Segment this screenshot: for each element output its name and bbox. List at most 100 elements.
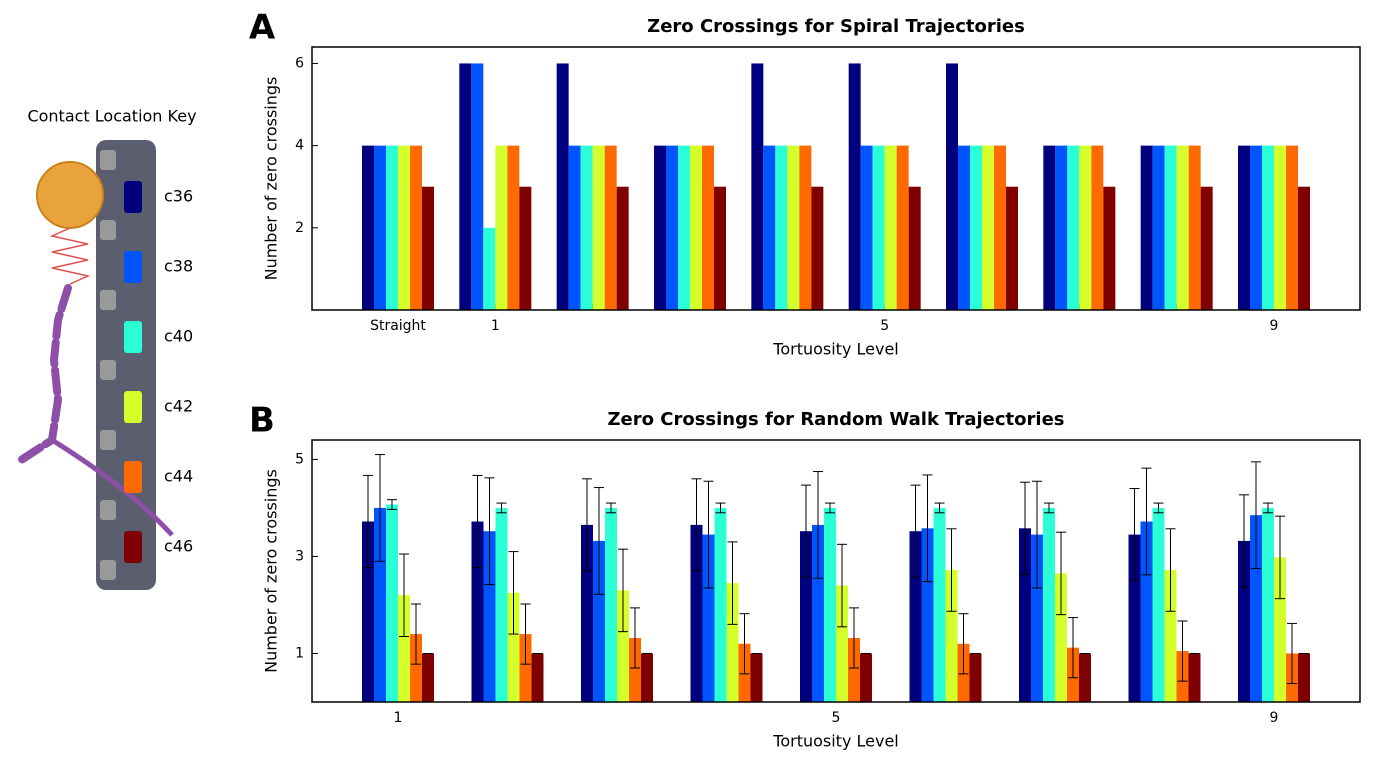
bar: [593, 146, 605, 310]
bar: [422, 187, 434, 310]
bar: [569, 146, 581, 310]
bar: [1262, 146, 1274, 310]
bar: [1067, 146, 1079, 310]
bar: [1274, 146, 1286, 310]
y-tick-label: 3: [295, 548, 304, 564]
x-tick-label: Straight: [370, 318, 426, 334]
x-axis-label: Tortuosity Level: [772, 340, 898, 359]
bar: [1141, 146, 1153, 310]
x-tick-label: 9: [1270, 710, 1279, 726]
bar: [897, 146, 909, 310]
y-axis-label: Number of zero crossings: [262, 77, 281, 281]
bar: [1006, 187, 1018, 310]
bar: [824, 508, 836, 702]
x-tick-label: 5: [832, 710, 841, 726]
bar: [1250, 146, 1262, 310]
bar: [386, 146, 398, 310]
bar: [714, 187, 726, 310]
bar: [1079, 146, 1091, 310]
bar: [751, 63, 763, 310]
y-tick-label: 4: [295, 138, 304, 154]
bar: [1286, 146, 1298, 310]
key-swatch: [124, 251, 142, 283]
bar: [1298, 653, 1310, 702]
pad: [100, 430, 116, 450]
bar: [994, 146, 1006, 310]
bar: [507, 146, 519, 310]
bar: [1262, 508, 1274, 702]
key-label: c42: [164, 397, 193, 416]
bar: [495, 146, 507, 310]
bar: [787, 146, 799, 310]
x-tick-label: 9: [1270, 318, 1279, 334]
pad: [100, 360, 116, 380]
chart-title: Zero Crossings for Spiral Trajectories: [647, 16, 1025, 37]
panel-label: A: [249, 8, 276, 48]
pad: [100, 290, 116, 310]
figure: Contact Location Key c36 c38 c40 c42 c44 c46 A…: [0, 0, 1389, 754]
bar: [654, 146, 666, 310]
bar: [1165, 146, 1177, 310]
bar: [799, 146, 811, 310]
bar: [374, 146, 386, 310]
bar: [958, 146, 970, 310]
bar: [1238, 146, 1250, 310]
bar: [1103, 187, 1115, 310]
key-swatch: [124, 181, 142, 213]
key-swatch: [124, 461, 142, 493]
bar: [811, 187, 823, 310]
key-swatch: [124, 531, 142, 563]
bar: [934, 508, 946, 702]
bar: [678, 146, 690, 310]
x-tick-label: 5: [880, 318, 889, 334]
pad: [100, 220, 116, 240]
bar: [410, 146, 422, 310]
bar: [1189, 653, 1201, 702]
bar: [641, 653, 653, 702]
bar: [459, 63, 471, 310]
bar: [1201, 187, 1213, 310]
bar: [496, 508, 508, 702]
bar: [605, 508, 617, 702]
panel-label: B: [249, 401, 275, 441]
bar: [1043, 508, 1055, 702]
bar: [666, 146, 678, 310]
key-title: Contact Location Key: [27, 107, 196, 126]
bar: [581, 146, 593, 310]
bar: [1298, 187, 1310, 310]
key-label: c46: [164, 537, 193, 556]
bar: [690, 146, 702, 310]
bar: [1091, 146, 1103, 310]
bar: [970, 653, 982, 702]
bar: [386, 505, 398, 702]
bar: [1189, 146, 1201, 310]
key-illustration: [18, 140, 172, 590]
bar: [849, 63, 861, 310]
bar: [422, 653, 434, 702]
cell-body: [37, 162, 103, 228]
bar: [362, 146, 374, 310]
bar: [861, 146, 873, 310]
bar: [885, 146, 897, 310]
key-swatch: [124, 321, 142, 353]
y-tick-label: 1: [295, 645, 304, 661]
bar: [557, 63, 569, 310]
key-swatch: [124, 391, 142, 423]
bar: [398, 146, 410, 310]
bar: [605, 146, 617, 310]
bar: [946, 63, 958, 310]
key-label: c40: [164, 327, 193, 346]
y-tick-label: 5: [295, 451, 304, 467]
bar: [617, 187, 629, 310]
bar: [715, 508, 727, 702]
pad: [100, 560, 116, 580]
key-label: c44: [164, 467, 193, 486]
bar: [982, 146, 994, 310]
bar: [471, 63, 483, 310]
bar: [860, 653, 872, 702]
y-tick-label: 6: [295, 55, 304, 71]
bar: [519, 187, 531, 310]
key-label: c38: [164, 257, 193, 276]
key-label: c36: [164, 187, 193, 206]
y-tick-label: 2: [295, 220, 304, 236]
